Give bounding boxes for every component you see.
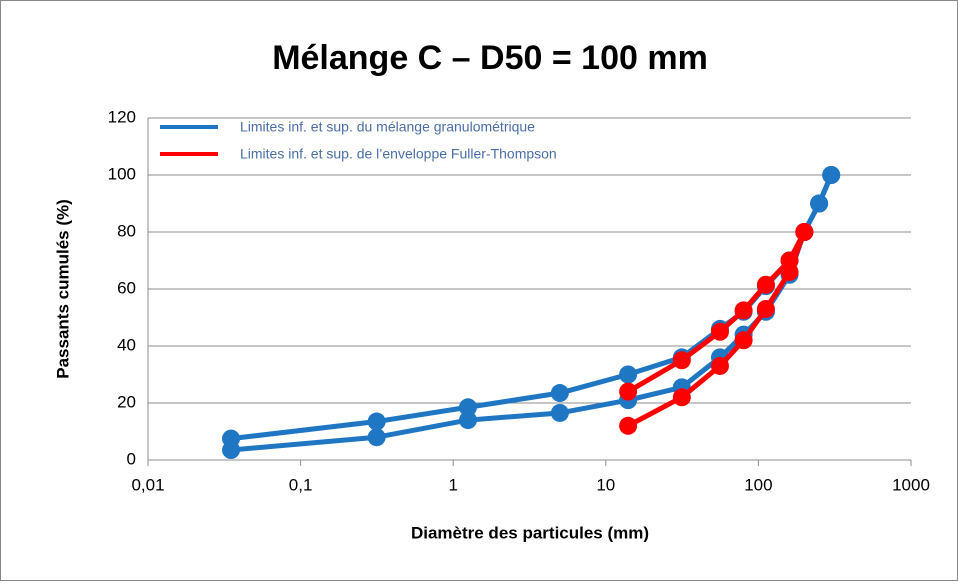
x-tick-label: 0,01	[131, 475, 164, 494]
point	[458, 411, 477, 430]
y-tick-label: 60	[117, 278, 136, 297]
point	[672, 351, 691, 370]
point	[710, 322, 729, 341]
point	[795, 223, 814, 241]
x-axis-label: Diamètre des particules (mm)	[411, 523, 649, 542]
point	[734, 331, 753, 350]
point	[458, 398, 477, 417]
legend-label: Limites inf. et sup. de l’enveloppe Full…	[240, 146, 557, 162]
x-tick-label: 10	[596, 475, 615, 494]
y-tick-label: 40	[117, 335, 136, 354]
x-tick-label: 1	[448, 475, 457, 494]
point	[550, 384, 569, 403]
point	[672, 388, 691, 407]
point	[810, 194, 829, 213]
chart-title: Mélange C – D50 = 100 mm	[272, 39, 708, 77]
point	[710, 356, 729, 375]
y-tick-label: 120	[108, 107, 136, 126]
point	[619, 382, 638, 401]
point	[822, 166, 841, 184]
point	[619, 365, 638, 384]
x-tick-label: 0,1	[289, 475, 313, 494]
point	[367, 428, 386, 447]
point	[222, 441, 241, 460]
point	[734, 301, 753, 320]
y-tick-label: 100	[108, 164, 136, 183]
point	[756, 299, 775, 318]
point	[550, 403, 569, 422]
point	[780, 262, 799, 281]
point	[756, 275, 775, 294]
y-tick-label: 20	[117, 392, 136, 411]
point	[367, 412, 386, 431]
x-tick-label: 1000	[892, 475, 930, 494]
point	[619, 416, 638, 435]
y-tick-label: 0	[127, 449, 136, 468]
legend-label: Limites inf. et sup. du mélange granulom…	[240, 119, 535, 135]
x-tick-label: 100	[744, 475, 772, 494]
y-axis-label: Passants cumulés (%)	[53, 199, 72, 379]
y-tick-label: 80	[117, 221, 136, 240]
